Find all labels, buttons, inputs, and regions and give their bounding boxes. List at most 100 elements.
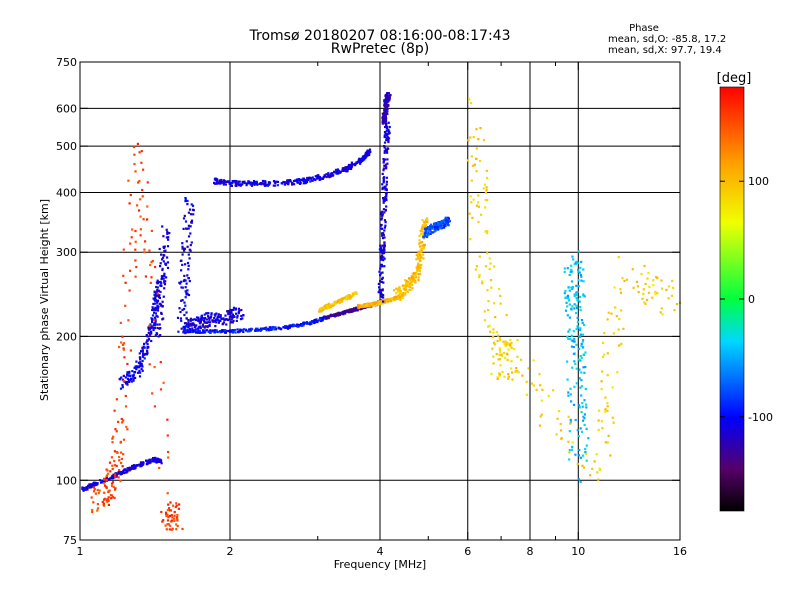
data-point <box>482 139 486 142</box>
data-point <box>382 234 385 237</box>
data-point <box>401 284 404 287</box>
data-point <box>394 296 397 299</box>
data-point <box>255 180 258 183</box>
data-point <box>578 300 581 303</box>
data-point <box>121 384 124 387</box>
data-point <box>124 376 127 379</box>
data-point <box>488 324 491 327</box>
data-point <box>110 484 114 488</box>
data-point <box>654 290 657 293</box>
data-point <box>349 296 352 299</box>
data-point <box>144 240 147 243</box>
data-point <box>571 255 574 258</box>
data-point <box>351 295 354 298</box>
data-point <box>489 279 493 282</box>
data-point <box>380 250 383 253</box>
data-point <box>570 264 573 267</box>
data-point <box>425 219 428 222</box>
data-point <box>257 329 260 332</box>
data-point <box>130 236 133 239</box>
data-point <box>498 348 502 351</box>
data-point <box>193 325 196 328</box>
data-point <box>492 362 495 365</box>
data-point <box>579 480 582 483</box>
data-point <box>167 236 170 239</box>
data-point <box>499 350 502 353</box>
data-point <box>105 498 108 501</box>
data-point <box>418 245 422 248</box>
data-point <box>438 224 441 227</box>
data-point <box>566 314 569 317</box>
data-point <box>342 169 345 172</box>
data-point <box>372 304 375 307</box>
data-point <box>383 187 386 190</box>
data-point <box>564 309 568 312</box>
data-point <box>383 249 386 252</box>
phase-info-o: mean, sd,O: -85.8, 17.2 <box>608 34 726 45</box>
data-point <box>576 316 579 319</box>
data-point <box>405 280 408 283</box>
data-point <box>419 230 422 233</box>
data-point <box>381 172 384 175</box>
data-point <box>148 462 151 465</box>
data-point <box>392 289 396 292</box>
data-point <box>161 305 164 308</box>
data-point <box>583 399 586 402</box>
data-point <box>128 289 131 292</box>
data-point <box>383 102 386 105</box>
data-point <box>92 501 95 504</box>
data-point <box>311 179 314 182</box>
data-point <box>636 285 639 288</box>
data-point <box>582 339 585 342</box>
data-point <box>190 322 193 325</box>
data-point <box>377 303 380 306</box>
data-point <box>162 246 166 249</box>
data-point <box>133 163 136 166</box>
data-point <box>667 297 670 300</box>
data-point <box>163 281 166 284</box>
data-point <box>248 328 251 331</box>
data-point <box>421 253 425 256</box>
data-point <box>382 208 385 211</box>
data-point <box>381 186 384 189</box>
data-point <box>313 321 316 324</box>
data-point <box>190 221 193 224</box>
data-point <box>384 125 387 129</box>
data-point <box>433 230 436 233</box>
data-point <box>444 224 447 228</box>
data-point <box>382 232 385 235</box>
data-point <box>161 258 164 261</box>
data-point <box>468 212 471 215</box>
data-point <box>383 245 386 248</box>
data-point <box>176 514 179 517</box>
data-point <box>421 225 424 229</box>
data-point <box>177 507 180 510</box>
data-point <box>379 227 382 230</box>
data-point <box>481 280 484 283</box>
data-point <box>323 306 326 309</box>
data-point <box>283 183 287 186</box>
data-point <box>251 182 255 185</box>
data-point <box>376 301 379 304</box>
data-point <box>273 184 277 187</box>
data-point <box>540 413 543 416</box>
data-point <box>333 301 336 304</box>
data-point <box>242 314 245 317</box>
data-point <box>392 299 396 302</box>
y-tick-label: 100 <box>56 474 77 487</box>
data-point <box>349 164 352 167</box>
data-point <box>206 325 210 328</box>
data-point <box>241 329 244 332</box>
data-point <box>439 226 442 229</box>
data-point <box>340 300 343 303</box>
data-point <box>222 322 225 325</box>
data-point <box>507 377 510 380</box>
data-point <box>122 453 125 456</box>
data-point <box>296 178 299 181</box>
data-point <box>209 329 212 332</box>
data-point <box>343 296 346 299</box>
data-point <box>173 510 176 514</box>
data-point <box>380 211 383 214</box>
data-point <box>426 235 429 239</box>
